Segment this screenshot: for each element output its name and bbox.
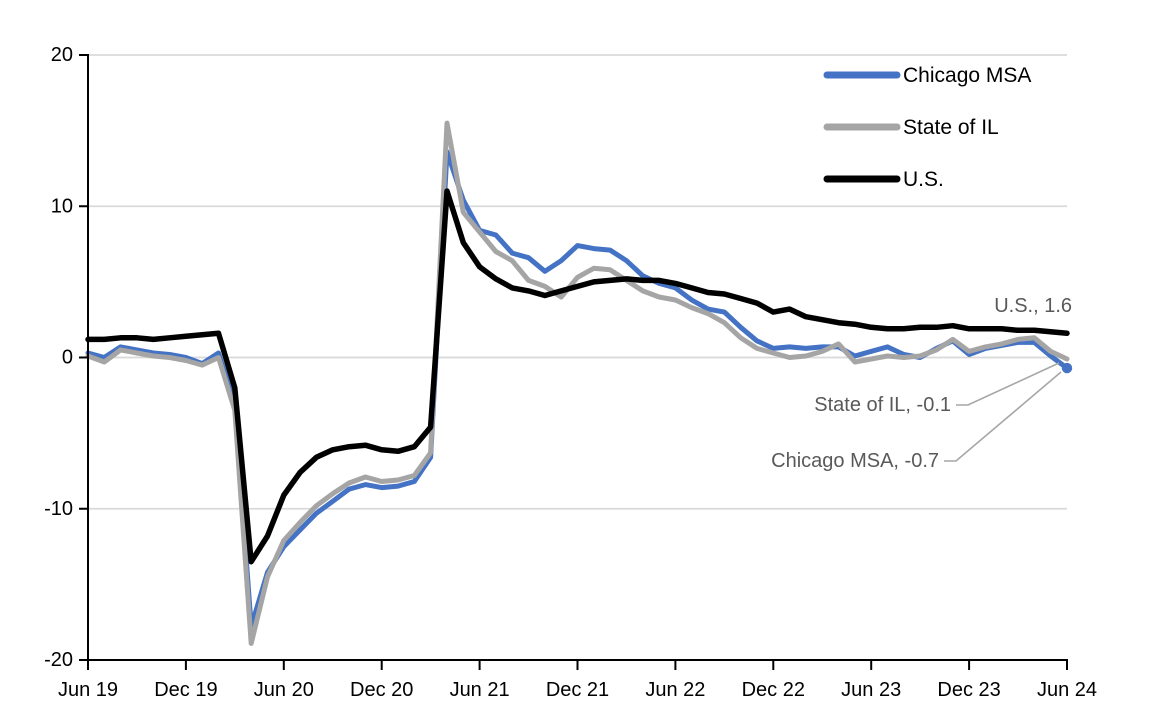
x-tick-label: Jun 19 — [58, 679, 118, 701]
legend-item-us: U.S. — [823, 168, 944, 191]
legend-label-state-of-il: State of IL — [903, 116, 999, 139]
legend-label-us: U.S. — [903, 168, 944, 191]
annotation-chicago-label: Chicago MSA, -0.7 — [771, 450, 939, 472]
series-lines — [85, 120, 1073, 646]
annotation-us-label: U.S., 1.6 — [994, 295, 1072, 317]
y-tick-label: 10 — [51, 195, 73, 217]
x-tick-label: Dec 20 — [350, 679, 413, 701]
leader-line-chicago-msa — [944, 371, 1062, 462]
y-tick-label: 20 — [51, 44, 73, 66]
annotations: U.S., 1.6 State of IL, -0.1 Chicago MSA,… — [771, 295, 1072, 472]
annotation-il-label: State of IL, -0.1 — [814, 394, 951, 416]
x-tick-label: Dec 21 — [546, 679, 609, 701]
y-tick-label: -10 — [44, 498, 73, 520]
series-line-u-s — [85, 188, 1070, 565]
x-tick-label: Jun 24 — [1037, 679, 1097, 701]
x-tick-label: Jun 21 — [450, 679, 510, 701]
legend-label-chicago-msa: Chicago MSA — [903, 64, 1031, 87]
x-tick-label: Jun 20 — [254, 679, 314, 701]
y-tick-label: -20 — [44, 649, 73, 671]
axes — [79, 54, 1068, 670]
series-end-dot-chicago-msa — [1061, 362, 1073, 374]
legend-item-chicago-msa: Chicago MSA — [823, 64, 1031, 87]
series-line-state-of-il — [85, 120, 1070, 646]
x-tick-label: Jun 22 — [645, 679, 705, 701]
leader-line-state-of-il — [956, 362, 1060, 406]
legend: Chicago MSA State of IL U.S. — [823, 64, 1031, 191]
x-tick-label: Dec 23 — [937, 679, 1000, 701]
x-tick-label: Jun 23 — [841, 679, 901, 701]
legend-item-state-of-il: State of IL — [823, 116, 999, 139]
x-tick-label: Dec 22 — [742, 679, 805, 701]
axis-tick-labels: 20 10 0 -10 -20 Jun 19 Dec 19 Jun 20 Dec 20 Jun 2… — [44, 44, 1097, 701]
y-tick-label: 0 — [62, 347, 73, 369]
x-tick-label: Dec 19 — [154, 679, 217, 701]
